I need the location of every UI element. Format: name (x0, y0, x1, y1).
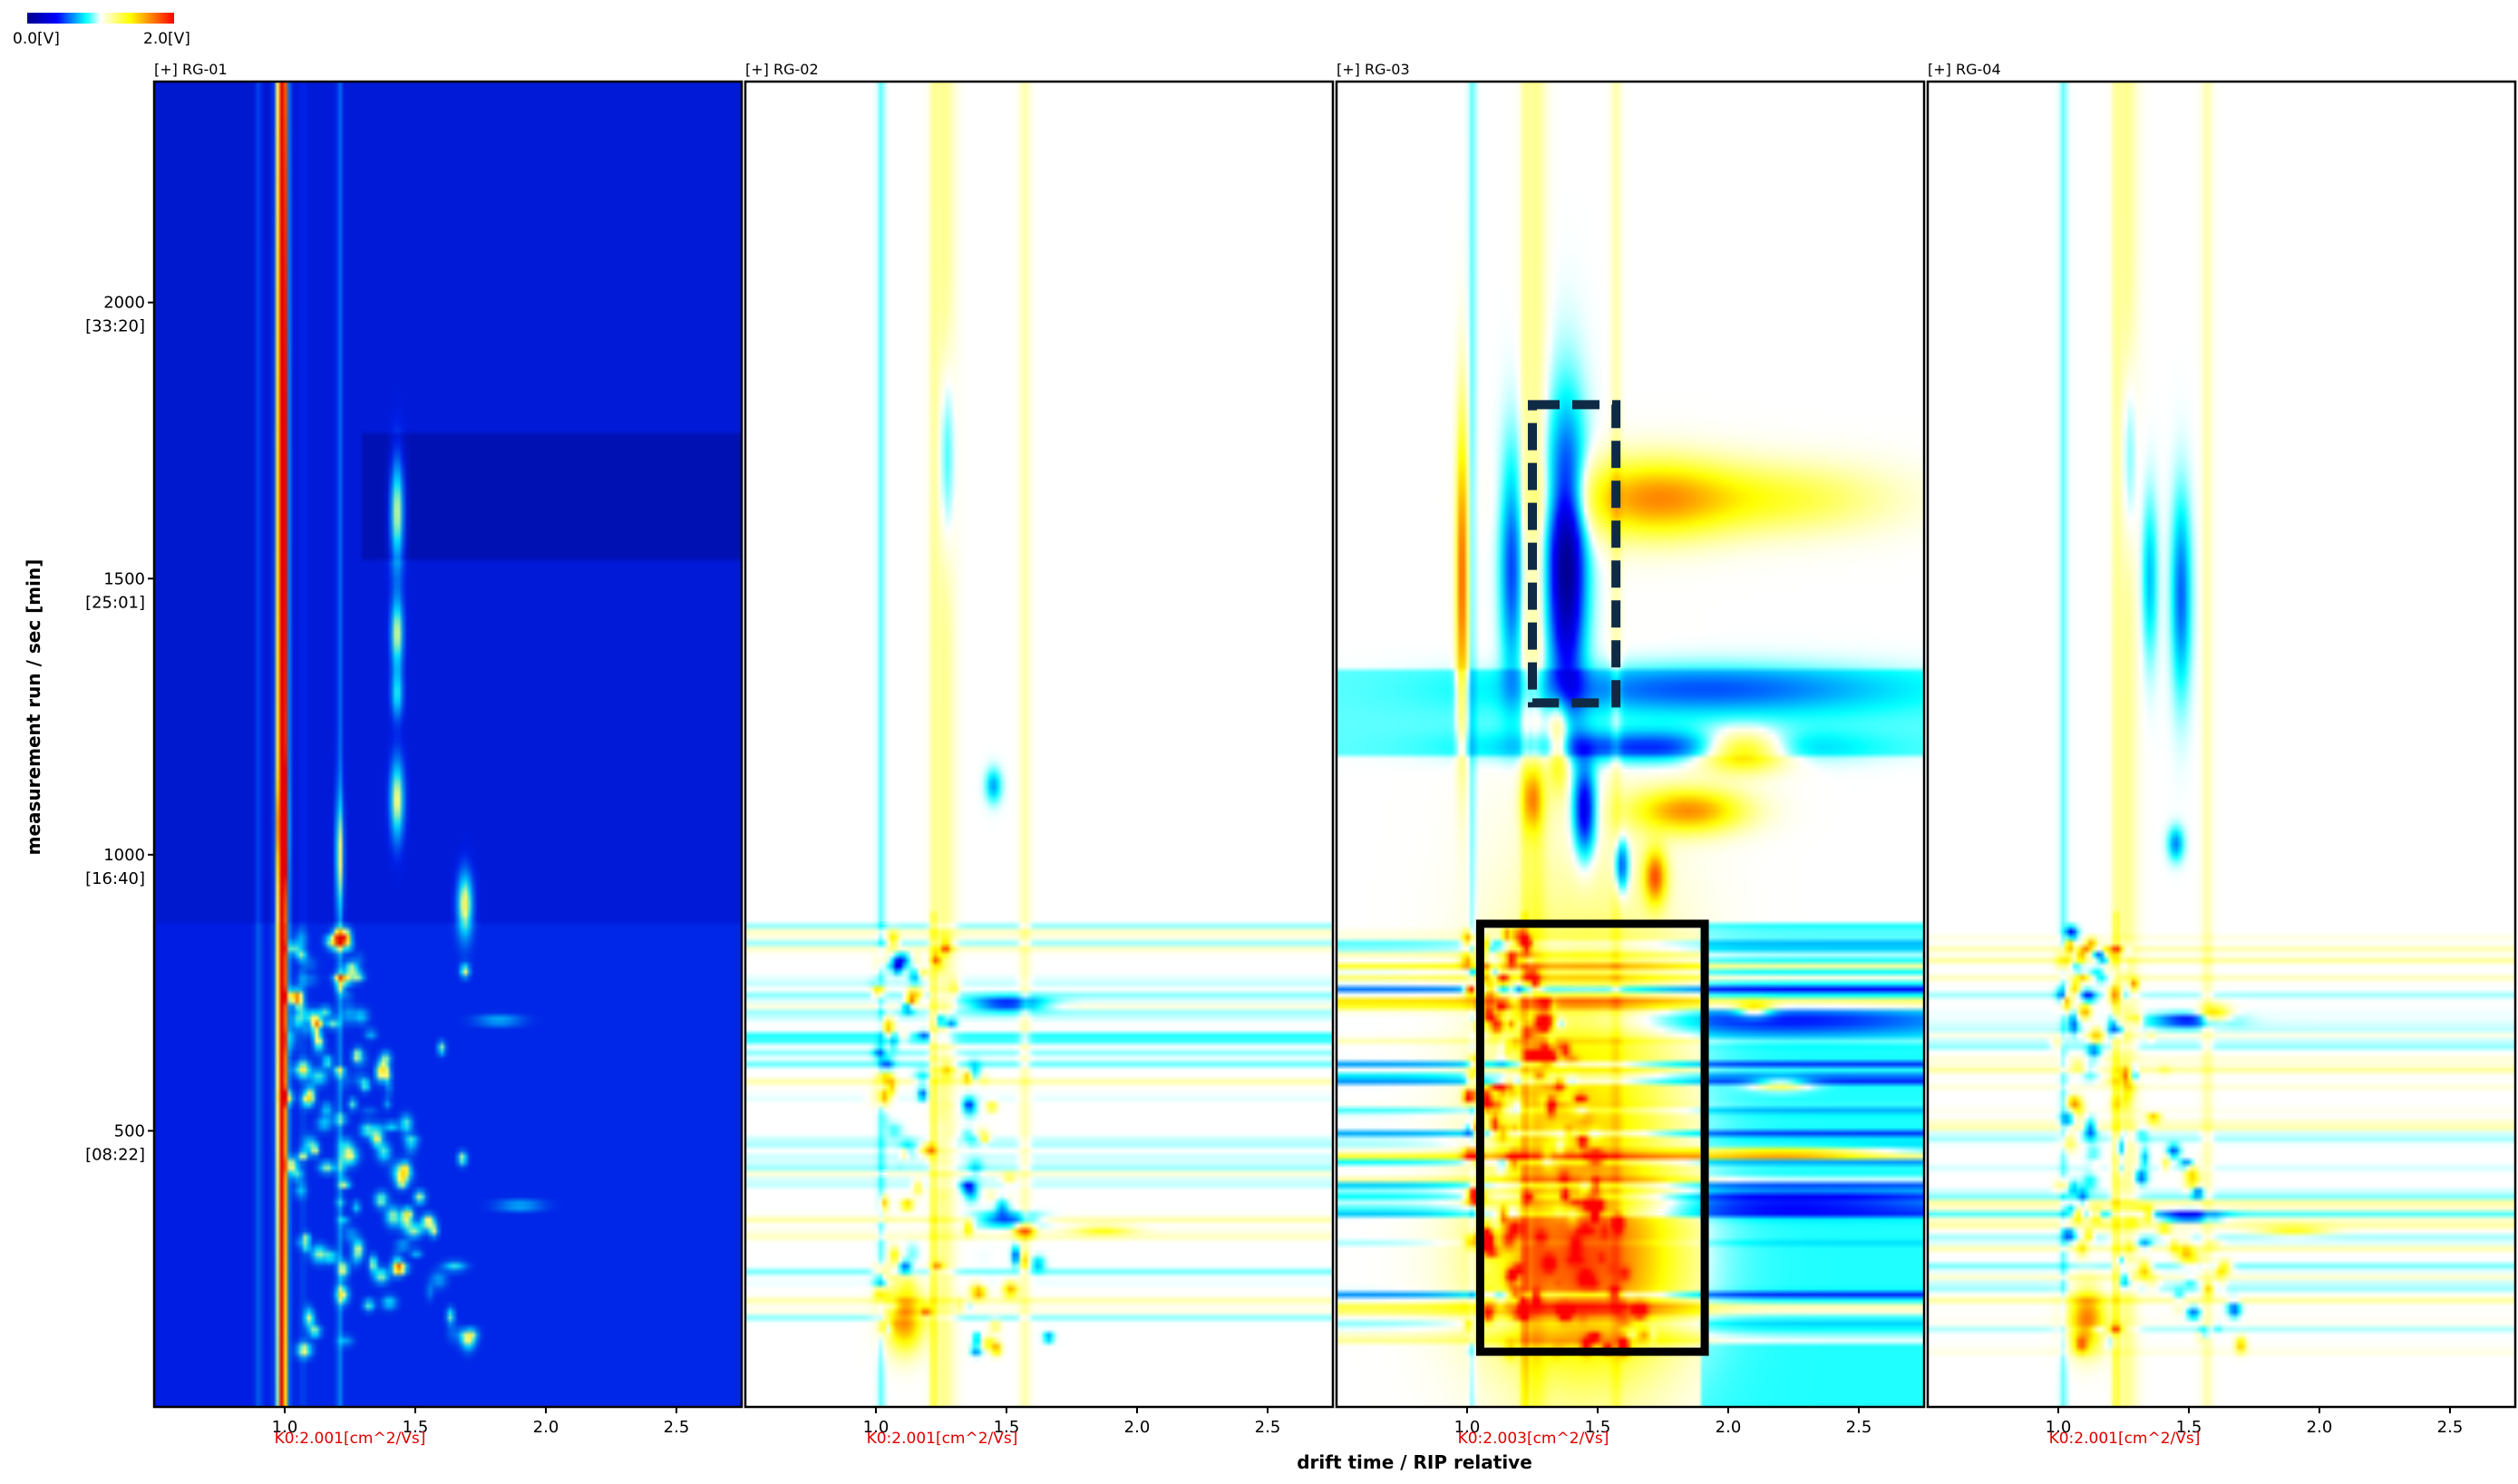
x-tick-label: 2.0 (1716, 1418, 1742, 1437)
y-tick-sublabel: [25:01] (85, 593, 145, 612)
panel-frame (1335, 80, 1926, 1409)
colorbar-max-label: 2.0[V] (143, 30, 190, 48)
x-tick-label: 1.0 (272, 1418, 298, 1437)
panel-frame (1926, 80, 2517, 1409)
panel-frame (152, 80, 744, 1409)
heatmap-image (154, 82, 742, 1407)
y-tick-sublabel: [33:20] (85, 317, 145, 336)
x-tick-label: 1.0 (2046, 1418, 2072, 1437)
x-axis-ticks-rg04: 1.0 1.5 2.0 2.5 (2046, 1407, 2464, 1437)
x-tick-label: 1.5 (994, 1418, 1020, 1437)
k0-label-rg03: K0:2.003[cm^2/Vs] (1458, 1430, 1609, 1448)
panel-label-rg03: [+] RG-03 (1337, 61, 1410, 78)
k0-label-rg04: K0:2.001[cm^2/Vs] (2049, 1430, 2201, 1448)
heatmap-rg04 (1926, 80, 2517, 1409)
x-axis-ticks-rg03: 1.0 1.5 2.0 2.5 (1454, 1407, 1872, 1437)
colorbar-gradient (27, 13, 174, 24)
panel-frame (744, 80, 1335, 1409)
x-axis-title: drift time / RIP relative (1297, 1451, 1532, 1473)
heatmap-rg03 (1335, 80, 1926, 1409)
heatmap-image (1928, 82, 2515, 1407)
x-tick-label: 2.0 (2307, 1418, 2333, 1437)
x-tick-label: 2.5 (664, 1418, 690, 1437)
x-tick-label: 1.5 (403, 1418, 429, 1437)
panel-rg03: [+] RG-03 1.0 1.5 2.0 2.5 K0:2.003[cm^2/Vs] (1335, 61, 1926, 1448)
highlight-box-dashed (1528, 400, 1621, 708)
heatmap-image (745, 82, 1333, 1407)
y-tick-label: 1500 (103, 569, 145, 588)
x-axis-ticks-rg02: 1.0 1.5 2.0 2.5 (863, 1407, 1281, 1437)
y-tick-sublabel: [08:22] (85, 1145, 145, 1164)
y-tick-label: 500 (114, 1121, 145, 1140)
x-tick-label: 2.0 (1124, 1418, 1151, 1437)
panel-label-rg04: [+] RG-04 (1928, 61, 2001, 78)
y-tick-label: 2000 (103, 294, 145, 313)
x-tick-label: 2.5 (2437, 1418, 2464, 1437)
x-tick-label: 2.0 (533, 1418, 559, 1437)
panel-rg02: [+] RG-02 1.0 1.5 2.0 2.5 K0:2.001[cm^2/Vs] (744, 61, 1335, 1448)
panel-rg01: [+] RG-01 1.0 1.5 2.0 2.5 K0:2.001[cm^2/Vs] (152, 61, 744, 1448)
colorbar: 0.0[V] 2.0[V] (13, 13, 190, 48)
x-tick-label: 1.5 (1585, 1418, 1611, 1437)
heatmap-image (1337, 82, 1924, 1407)
x-tick-label: 1.0 (1454, 1418, 1481, 1437)
x-tick-label: 2.5 (1846, 1418, 1872, 1437)
colorbar-min-label: 0.0[V] (13, 30, 60, 48)
highlight-box-solid (1475, 919, 1709, 1356)
panel-rg04: [+] RG-04 1.0 1.5 2.0 2.5 K0:2.001[cm^2/Vs] (1926, 61, 2517, 1448)
heatmap-rg01 (152, 80, 744, 1409)
heatmap-rg02 (744, 80, 1335, 1409)
x-tick-label: 1.0 (863, 1418, 890, 1437)
x-tick-label: 2.5 (1255, 1418, 1281, 1437)
x-tick-label: 1.5 (2176, 1418, 2202, 1437)
y-tick-label: 1000 (103, 846, 145, 865)
k0-label-rg01: K0:2.001[cm^2/Vs] (275, 1430, 426, 1448)
y-axis-title: measurement run / sec [min] (23, 559, 44, 856)
x-axis-ticks-rg01: 1.0 1.5 2.0 2.5 (272, 1407, 690, 1437)
panel-label-rg01: [+] RG-01 (154, 61, 228, 78)
k0-label-rg02: K0:2.001[cm^2/Vs] (867, 1430, 1018, 1448)
panel-label-rg02: [+] RG-02 (745, 61, 819, 78)
y-axis-ticks: 2000 [33:20] 1500 [25:01] 1000 [16:40] 500 [08:… (85, 294, 154, 1164)
y-tick-sublabel: [16:40] (85, 869, 145, 888)
